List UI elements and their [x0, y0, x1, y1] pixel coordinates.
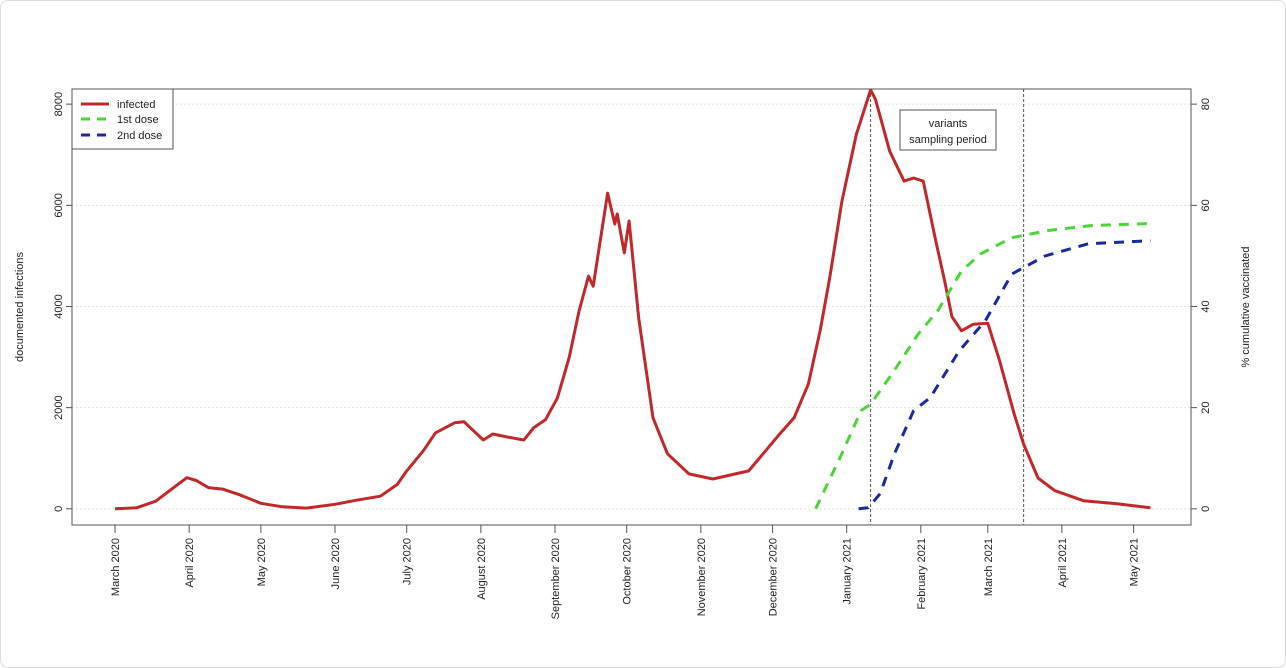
- y-tick-label-left: 6000: [53, 193, 65, 217]
- x-tick-label: November 2020: [696, 538, 708, 616]
- x-tick-label: October 2020: [622, 538, 634, 605]
- x-tick-label: August 2020: [476, 538, 488, 600]
- x-tick-label: July 2020: [402, 538, 414, 585]
- legend-label-2nd-dose: 2nd dose: [117, 130, 162, 142]
- x-tick-label: June 2020: [330, 538, 342, 589]
- vertical-markers: [870, 89, 1025, 525]
- y-tick-label-right: 0: [1200, 506, 1212, 512]
- y-tick-label-left: 2000: [53, 395, 65, 419]
- annotation-line-1: variants: [929, 118, 968, 130]
- series-line-infected: [114, 88, 1151, 511]
- y-tick-label-left: 0: [53, 506, 65, 512]
- series-line-2nd-dose: [858, 239, 1151, 511]
- annotation-box: variants sampling period: [899, 109, 997, 151]
- y-tick-label-right: 60: [1200, 199, 1212, 211]
- grid: [72, 103, 1191, 510]
- x-tick-label: December 2020: [768, 538, 780, 616]
- x-tick-label: April 2021: [1057, 538, 1069, 588]
- y-tick-label-right: 80: [1200, 98, 1212, 110]
- annotation-line-2: sampling period: [909, 134, 987, 146]
- y-tick-label-left: 8000: [53, 92, 65, 116]
- series-lines: [114, 88, 1151, 511]
- y-axis-label-left: documented infections: [14, 251, 26, 362]
- x-tick-label: September 2020: [550, 538, 562, 619]
- x-tick-label: January 2021: [842, 538, 854, 605]
- y-tick-label-right: 40: [1200, 300, 1212, 312]
- y-tick-label-left: 4000: [53, 294, 65, 318]
- x-tick-label: May 2021: [1129, 538, 1141, 586]
- axes: 0 2000 4000 6000 8000 0 20 40 60 80 March 2020 Apri…: [53, 92, 1212, 619]
- y-axis-label-right: % cumulative vaccinated: [1240, 246, 1252, 367]
- plot-box: [71, 88, 1192, 526]
- x-tick-label: May 2020: [256, 538, 268, 586]
- legend-label-1st-dose: 1st dose: [117, 114, 159, 126]
- x-tick-label: March 2020: [110, 538, 122, 596]
- legend: infected 1st dose 2nd dose: [71, 88, 174, 150]
- series-line-1st-dose: [814, 222, 1151, 510]
- y-tick-label-right: 20: [1200, 402, 1212, 414]
- x-tick-label: March 2021: [983, 538, 995, 596]
- x-tick-label: February 2021: [916, 538, 928, 610]
- legend-label-infected: infected: [117, 99, 156, 111]
- x-tick-label: April 2020: [184, 538, 196, 588]
